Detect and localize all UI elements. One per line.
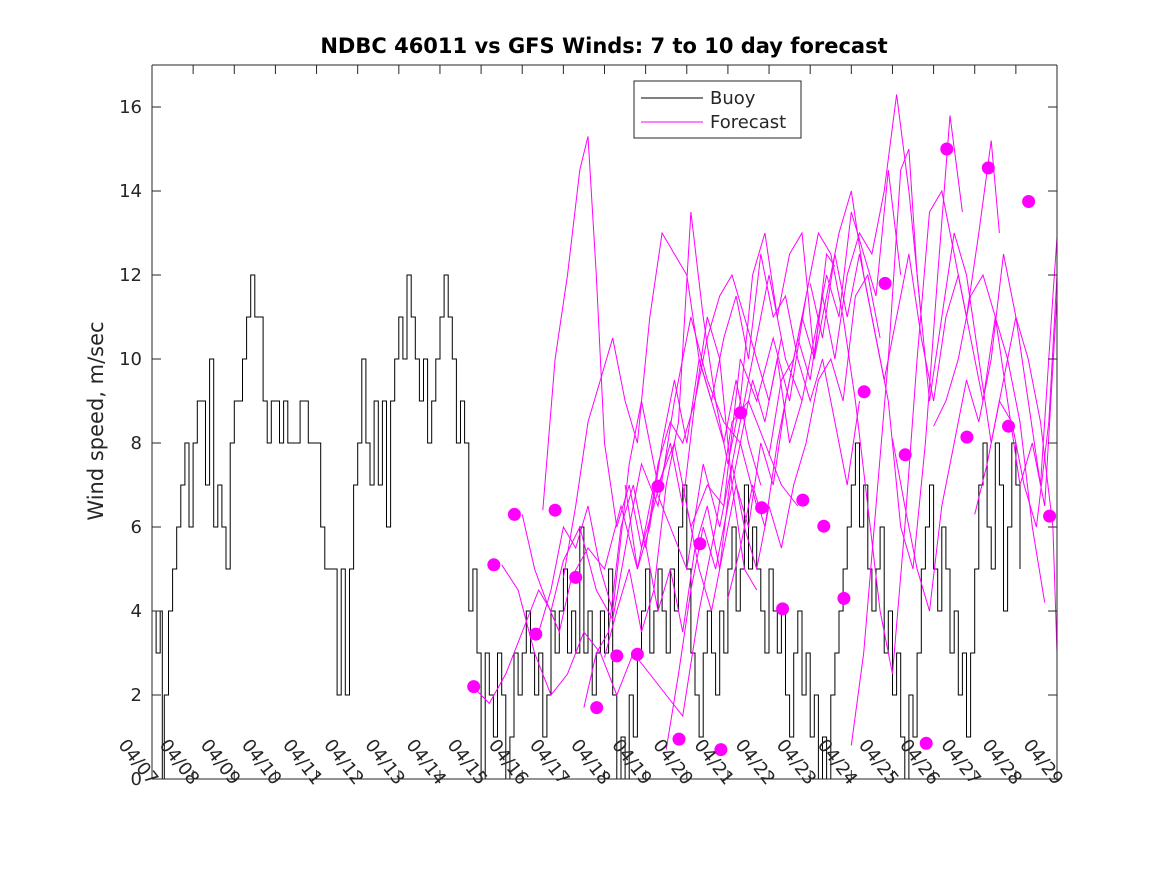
forecast-line-6 (562, 231, 762, 578)
forecast-point-20 (857, 385, 871, 399)
forecast-line-16 (850, 148, 1058, 746)
forecast-point-24 (940, 142, 954, 156)
y-tick-label: 12 (119, 265, 142, 286)
forecast-point-4 (529, 627, 543, 641)
forecast-point-22 (898, 448, 912, 462)
forecast-point-1 (467, 680, 481, 694)
forecast-point-29 (1043, 509, 1057, 523)
y-tick-label: 14 (119, 181, 142, 202)
y-axis-label: Wind speed, m/sec (84, 321, 108, 520)
forecast-point-9 (630, 647, 644, 661)
forecast-point-18 (817, 519, 831, 533)
forecast-point-23 (919, 736, 933, 750)
forecast-point-7 (590, 701, 604, 715)
forecast-line-19 (974, 274, 1058, 528)
forecast-point-21 (878, 276, 892, 290)
forecast-line-12 (686, 94, 922, 612)
forecast-point-19 (837, 591, 851, 605)
forecast-point-27 (1002, 419, 1015, 433)
forecast-point-17 (796, 493, 810, 507)
y-tick-label: 4 (131, 601, 142, 622)
buoy-series-line (152, 274, 1021, 780)
y-tick-label: 16 (119, 97, 142, 118)
plot-area: 024681012141604/0704/0804/0904/1004/1104… (114, 64, 1067, 790)
forecast-point-14 (734, 406, 748, 420)
y-tick-label: 2 (131, 685, 142, 706)
forecast-point-15 (755, 501, 769, 515)
forecast-point-28 (1022, 195, 1036, 208)
forecast-point-26 (981, 161, 995, 175)
y-tick-label: 8 (131, 433, 142, 454)
forecast-point-8 (610, 649, 624, 663)
forecast-line-7 (583, 273, 782, 708)
forecast-point-16 (776, 602, 790, 616)
plot-background (152, 65, 1057, 779)
legend-box (633, 80, 802, 139)
forecast-line-1 (472, 316, 758, 705)
legend-label-forecast: Forecast (710, 112, 786, 133)
forecast-point-12 (693, 537, 707, 551)
forecast-point-2 (487, 558, 501, 572)
forecast-line-18 (933, 273, 1058, 507)
forecast-point-10 (651, 479, 665, 493)
forecast-line-8 (604, 211, 836, 658)
forecast-line-15 (809, 253, 1046, 603)
forecast-line-10 (645, 273, 881, 633)
legend-label-buoy: Buoy (710, 88, 756, 109)
forecast-line-9 (624, 253, 860, 570)
forecast-point-3 (507, 507, 521, 521)
forecast-point-6 (569, 570, 583, 584)
forecast-line-17 (892, 253, 1058, 654)
forecast-point-13 (714, 743, 728, 757)
y-tick-label: 10 (119, 349, 142, 370)
legend: Buoy Forecast (633, 80, 802, 139)
y-tick-label: 6 (131, 517, 142, 538)
chart-title: NDBC 46011 vs GFS Winds: 7 to 10 day for… (320, 34, 887, 58)
forecast-point-5 (548, 503, 562, 517)
forecast-point-25 (960, 430, 974, 444)
forecast-line-13 (727, 115, 963, 599)
y-tick-label: 0 (131, 769, 142, 790)
forecast-point-11 (672, 732, 686, 746)
forecast-line-11 (665, 169, 902, 750)
